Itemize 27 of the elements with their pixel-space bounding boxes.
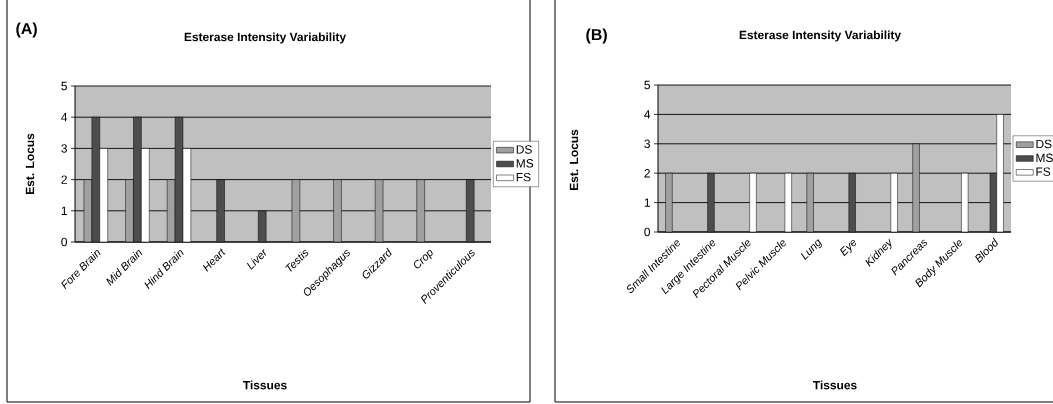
y-tick-label: 0 (644, 227, 651, 237)
legend-label: DS (1036, 139, 1052, 149)
y-tick-label: 1 (61, 206, 67, 215)
text: (B) (586, 28, 607, 44)
y-tick-label: 4 (61, 113, 68, 122)
legend-label: DS (516, 145, 532, 154)
chart-title: Esterase Intensity Variability (184, 32, 346, 44)
legend-label: MS (516, 159, 534, 168)
text: (A) (16, 22, 37, 38)
y-tick-label: 3 (61, 144, 67, 153)
x-tick-label: Eye (840, 239, 857, 257)
legend-label: FS (1036, 167, 1051, 176)
x-axis-title: Tissues (812, 380, 857, 390)
y-axis-title: Est. Locus (25, 133, 35, 194)
y-tick-label: 5 (644, 80, 650, 90)
y-tick-label: 1 (644, 198, 650, 207)
y-tick-label: 2 (61, 175, 67, 184)
legend-label: FS (516, 172, 531, 182)
y-axis-title: Est. Locus (569, 129, 579, 190)
chart-title: Esterase Intensity Variability (739, 30, 901, 42)
y-tick-label: 3 (644, 139, 650, 149)
y-tick-label: 0 (61, 237, 68, 247)
legend-label: MS (1036, 153, 1053, 163)
y-tick-label: 2 (644, 169, 650, 178)
x-axis-title: Tissues (242, 380, 287, 390)
y-tick-label: 5 (61, 81, 67, 91)
y-tick-label: 4 (644, 110, 651, 119)
